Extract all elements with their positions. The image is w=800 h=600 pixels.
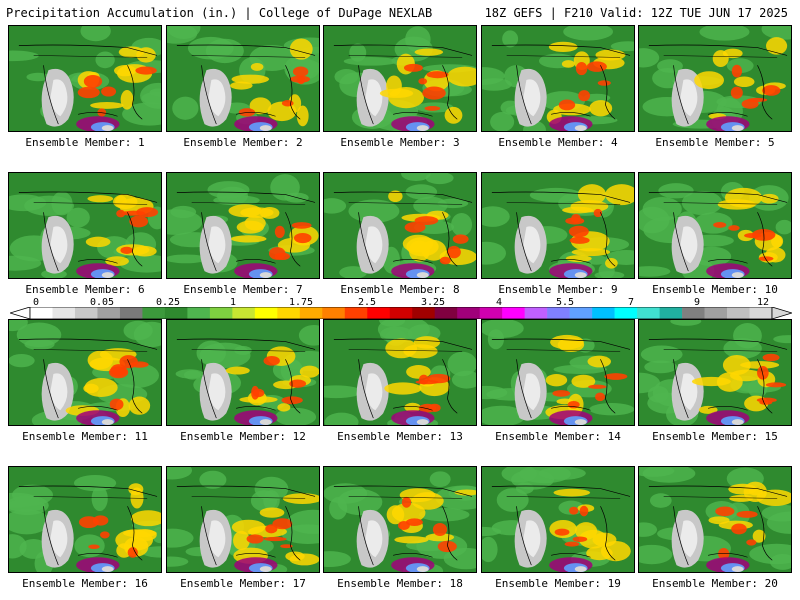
map-title: Precipitation Accumulation (in.) | Colle…: [6, 6, 433, 20]
ensemble-member-map: [166, 466, 320, 573]
colorbar-tick-labels: 0 0.05 0.25 1 1.75 2.5 3.25 4 5.5 7 9 12: [0, 297, 800, 309]
colorbar-tick-label: 2.5: [357, 297, 377, 308]
ensemble-member-label: Ensemble Member: 15: [652, 430, 778, 443]
colorbar-tick-label: 1.75: [288, 297, 314, 308]
precipitation-colorbar: [10, 307, 792, 319]
colorbar-tick-label: 12: [756, 297, 770, 308]
ensemble-member-label: Ensemble Member: 20: [652, 577, 778, 590]
colorbar-tick-label: 1: [229, 297, 237, 308]
ensemble-member-map: [481, 25, 635, 132]
colorbar-tick-label: 0.25: [155, 297, 181, 308]
colorbar-tick-label: 0: [32, 297, 40, 308]
ensemble-member-label: Ensemble Member: 9: [498, 283, 618, 296]
ensemble-member-label: Ensemble Member: 11: [22, 430, 148, 443]
ensemble-member-map: [8, 25, 162, 132]
colorbar-tick-label: 7: [627, 297, 635, 308]
ensemble-member-map: [8, 319, 162, 426]
ensemble-member-map: [323, 319, 477, 426]
ensemble-member-label: Ensemble Member: 16: [22, 577, 148, 590]
ensemble-member-map: [8, 466, 162, 573]
ensemble-member-map: [481, 466, 635, 573]
ensemble-member-label: Ensemble Member: 10: [652, 283, 778, 296]
ensemble-member-map: [481, 172, 635, 279]
colorbar-tick-label: 4: [495, 297, 503, 308]
ensemble-member-map: [323, 172, 477, 279]
ensemble-member-label: Ensemble Member: 13: [337, 430, 463, 443]
ensemble-member-map: [638, 25, 792, 132]
ensemble-member-map: [638, 466, 792, 573]
ensemble-member-label: Ensemble Member: 18: [337, 577, 463, 590]
ensemble-member-map: [166, 172, 320, 279]
ensemble-member-map: [323, 25, 477, 132]
ensemble-member-label: Ensemble Member: 8: [340, 283, 460, 296]
colorbar-tick-label: 5.5: [555, 297, 575, 308]
ensemble-member-map: [166, 319, 320, 426]
ensemble-member-map: [8, 172, 162, 279]
ensemble-member-label: Ensemble Member: 3: [340, 136, 460, 149]
ensemble-member-label: Ensemble Member: 7: [183, 283, 303, 296]
ensemble-member-map: [323, 466, 477, 573]
ensemble-member-label: Ensemble Member: 19: [495, 577, 621, 590]
ensemble-member-map: [638, 319, 792, 426]
ensemble-member-label: Ensemble Member: 1: [25, 136, 145, 149]
ensemble-member-label: Ensemble Member: 5: [655, 136, 775, 149]
ensemble-member-label: Ensemble Member: 4: [498, 136, 618, 149]
ensemble-member-map: [166, 25, 320, 132]
ensemble-member-label: Ensemble Member: 6: [25, 283, 145, 296]
colorbar-tick-label: 0.05: [89, 297, 115, 308]
colorbar-tick-label: 3.25: [420, 297, 446, 308]
ensemble-member-label: Ensemble Member: 2: [183, 136, 303, 149]
ensemble-member-label: Ensemble Member: 12: [180, 430, 306, 443]
ensemble-member-map: [638, 172, 792, 279]
model-valid-time: 18Z GEFS | F210 Valid: 12Z TUE JUN 17 20…: [484, 6, 788, 20]
ensemble-member-map: [481, 319, 635, 426]
ensemble-member-label: Ensemble Member: 14: [495, 430, 621, 443]
ensemble-member-label: Ensemble Member: 17: [180, 577, 306, 590]
colorbar-tick-label: 9: [693, 297, 701, 308]
